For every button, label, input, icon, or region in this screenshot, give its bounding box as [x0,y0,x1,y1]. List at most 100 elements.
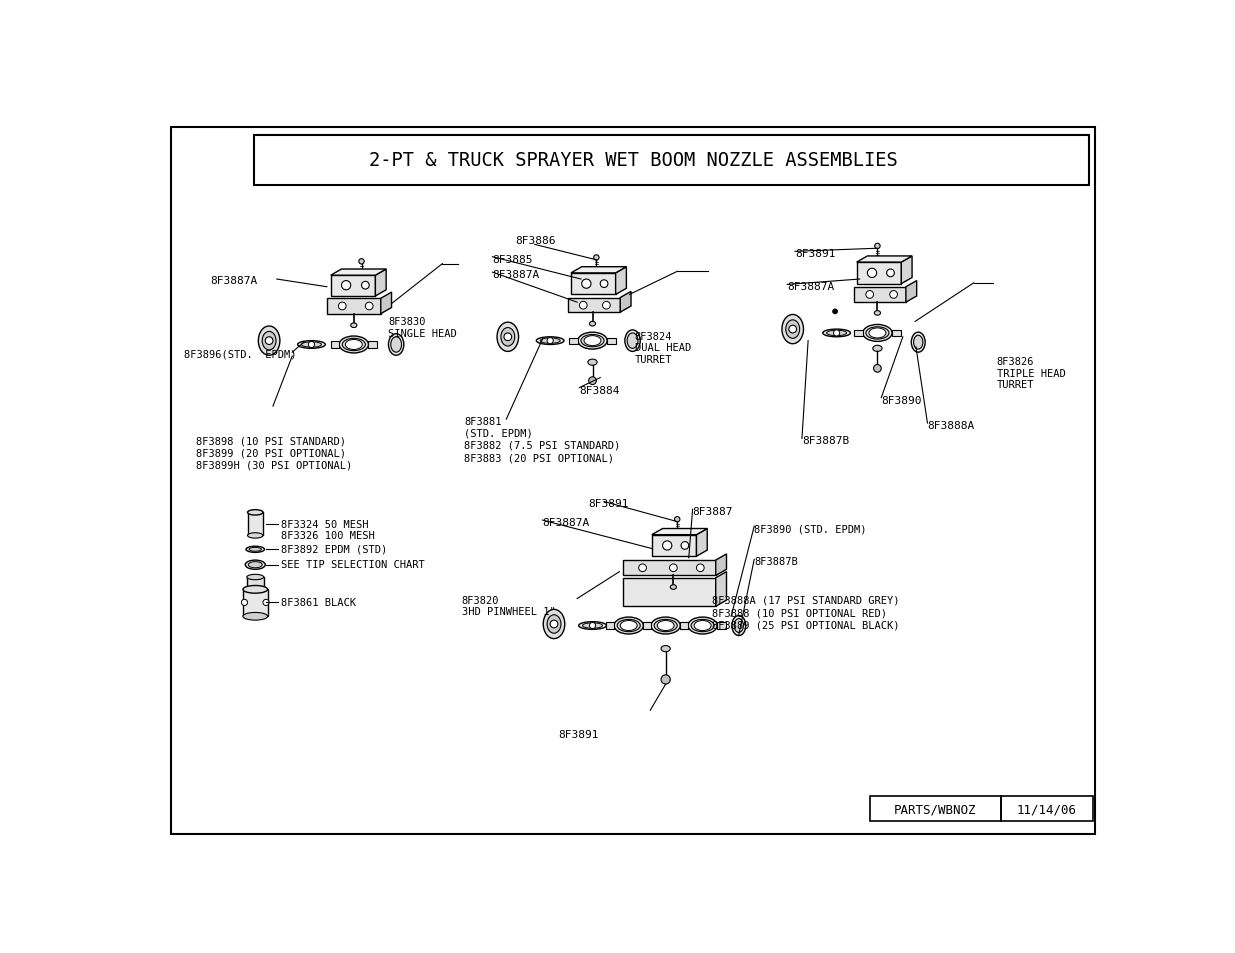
Circle shape [550,620,558,628]
Ellipse shape [627,334,638,349]
Circle shape [603,302,610,310]
Text: 8F3820
3HD PINWHEEL 1": 8F3820 3HD PINWHEEL 1" [462,595,556,617]
Circle shape [669,564,677,572]
Circle shape [867,269,877,278]
Polygon shape [624,560,716,576]
Text: 8F3881
(STD. EPDM): 8F3881 (STD. EPDM) [464,416,532,438]
Polygon shape [568,298,620,313]
Ellipse shape [247,533,263,538]
Ellipse shape [540,338,561,344]
Polygon shape [624,578,716,607]
Polygon shape [855,331,863,336]
Text: 8F3882 (7.5 PSI STANDARD): 8F3882 (7.5 PSI STANDARD) [464,440,620,451]
Ellipse shape [583,623,603,629]
Text: 8F3888A (17 PSI STANDARD GREY): 8F3888A (17 PSI STANDARD GREY) [711,595,899,605]
Ellipse shape [732,616,746,636]
Ellipse shape [340,336,368,354]
Text: 8F3886: 8F3886 [515,236,556,246]
Polygon shape [902,256,913,284]
Circle shape [359,259,364,265]
Text: 8F3887: 8F3887 [693,507,734,517]
Ellipse shape [580,335,604,348]
Polygon shape [571,268,626,274]
Polygon shape [857,256,913,263]
Polygon shape [571,274,615,295]
Ellipse shape [248,562,262,568]
Ellipse shape [536,337,564,345]
Text: 8F3830
SINGLE HEAD: 8F3830 SINGLE HEAD [389,316,457,338]
Ellipse shape [657,620,674,631]
Bar [243,590,268,617]
Text: 2-PT & TRUCK SPRAYER WET BOOM NOZZLE ASSEMBLIES: 2-PT & TRUCK SPRAYER WET BOOM NOZZLE ASS… [369,151,898,170]
Polygon shape [380,293,391,314]
Polygon shape [679,623,688,629]
Ellipse shape [543,610,564,639]
Text: PARTS/WBNOZ: PARTS/WBNOZ [894,802,977,816]
Polygon shape [331,270,387,275]
Text: 8F3884: 8F3884 [579,385,620,395]
Ellipse shape [589,322,595,327]
Polygon shape [652,529,708,535]
Ellipse shape [243,613,268,620]
Ellipse shape [873,346,882,352]
Ellipse shape [298,341,325,349]
Circle shape [680,542,689,550]
Circle shape [789,326,797,334]
Text: 8F3885: 8F3885 [493,254,534,264]
Ellipse shape [694,620,711,631]
Ellipse shape [785,320,799,339]
Text: 8F3887A: 8F3887A [493,270,540,280]
Ellipse shape [588,359,598,366]
Circle shape [663,541,672,551]
Ellipse shape [826,331,847,336]
Polygon shape [331,275,375,296]
Circle shape [582,280,592,289]
Circle shape [834,331,840,336]
Text: 8F3326 100 MESH: 8F3326 100 MESH [280,531,374,540]
Ellipse shape [247,510,263,516]
Polygon shape [853,288,906,303]
Circle shape [866,292,873,299]
Polygon shape [680,623,689,629]
Ellipse shape [863,325,892,342]
Circle shape [263,599,269,606]
Ellipse shape [243,586,268,594]
Circle shape [674,517,680,522]
Text: 8F3824
DUAL HEAD
TURRET: 8F3824 DUAL HEAD TURRET [635,332,692,364]
Circle shape [362,282,369,290]
Text: 8F3888 (10 PSI OPTIONAL RED): 8F3888 (10 PSI OPTIONAL RED) [711,607,887,618]
Text: 8F3898 (10 PSI STANDARD): 8F3898 (10 PSI STANDARD) [196,436,346,446]
Circle shape [589,623,595,629]
Polygon shape [716,572,726,607]
Text: 8F3899H (30 PSI OPTIONAL): 8F3899H (30 PSI OPTIONAL) [196,460,352,471]
Text: 8F3890 (STD. EPDM): 8F3890 (STD. EPDM) [755,523,867,534]
Text: 8F3887B: 8F3887B [755,557,798,567]
Polygon shape [857,263,902,284]
Text: 8F3887A: 8F3887A [210,275,257,286]
Bar [1000,797,1093,821]
Ellipse shape [914,335,923,350]
Circle shape [889,292,898,299]
Text: 8F3899 (20 PSI OPTIONAL): 8F3899 (20 PSI OPTIONAL) [196,448,346,458]
Text: SEE TIP SELECTION CHART: SEE TIP SELECTION CHART [280,559,425,570]
Polygon shape [368,342,377,348]
Ellipse shape [579,622,606,630]
Ellipse shape [389,335,404,355]
Circle shape [874,244,881,250]
Polygon shape [375,270,387,296]
Ellipse shape [547,615,561,634]
Circle shape [338,303,346,311]
Circle shape [342,281,351,291]
Ellipse shape [866,328,889,339]
Text: 8F3890: 8F3890 [882,395,921,405]
Ellipse shape [614,618,643,635]
Bar [253,136,1089,186]
Ellipse shape [301,342,321,348]
Ellipse shape [655,619,677,632]
Ellipse shape [651,618,680,635]
Ellipse shape [625,331,640,352]
Ellipse shape [501,328,515,347]
Circle shape [832,310,837,314]
Bar [869,797,1000,821]
Ellipse shape [578,333,608,350]
